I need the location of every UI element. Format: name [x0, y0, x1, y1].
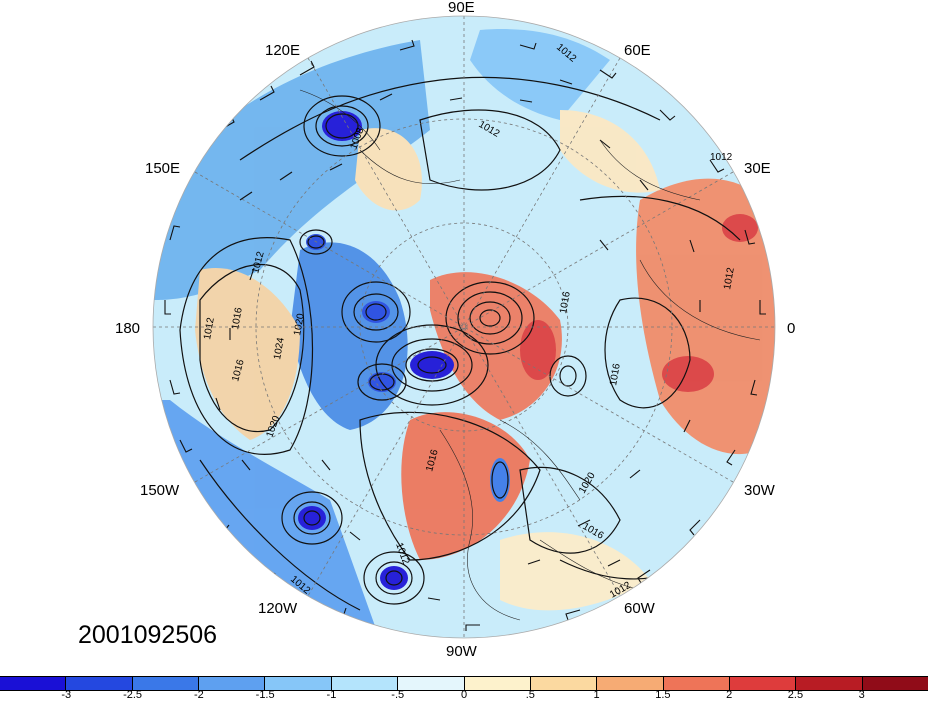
negative-anomaly-region [470, 29, 610, 120]
colorbar-segment [464, 677, 531, 690]
colorbar-tick-label: -1.5 [255, 689, 275, 701]
strong-low-center [322, 111, 362, 141]
colorbar-tick-label: 2.5 [787, 689, 804, 701]
longitude-label-180: 180 [115, 320, 141, 337]
colorbar-segment [796, 677, 863, 690]
colorbar-segment [663, 677, 730, 690]
negative-anomaly-region [153, 400, 380, 638]
colorbar-tick-label: -3 [61, 689, 72, 701]
positive-anomaly-region [355, 128, 422, 211]
positive-anomaly-region [500, 532, 650, 611]
contour-label: 1012 [202, 316, 217, 340]
colorbar-segment [331, 677, 399, 690]
colorbar-segment [729, 677, 797, 690]
colorbar-tick-label: .5 [525, 689, 535, 701]
colorbar-tick-label: 3 [858, 689, 865, 701]
longitude-label-30e: 30E [744, 160, 771, 177]
colorbar-tick-label: 1.5 [655, 689, 671, 701]
longitude-label-60w: 60W [624, 600, 655, 617]
colorbar-tick-label: 2 [726, 689, 733, 701]
colorbar [0, 676, 928, 691]
coastlines [299, 89, 761, 621]
colorbar-tick-label: -2 [193, 689, 204, 701]
colorbar-segment [265, 677, 332, 690]
strong-low-center [298, 506, 326, 530]
colorbar-segment [398, 677, 465, 690]
anomaly-shading [153, 29, 775, 638]
positive-anomaly-region [430, 272, 562, 420]
longitude-label-0: 0 [787, 320, 796, 337]
colorbar-tick-label: 0 [460, 689, 468, 701]
colorbar-segment [862, 677, 928, 690]
contour-label: 1016 [608, 362, 623, 386]
colorbar-tick-label: 1 [593, 689, 600, 701]
longitude-label-30w: 30W [744, 482, 775, 499]
strong-high-center [662, 356, 714, 392]
colorbar-segment [530, 677, 598, 690]
colorbar-segment [66, 677, 133, 690]
negative-anomaly-region [153, 40, 430, 300]
map-boundary [152, 15, 776, 639]
colorbar-segment [0, 677, 67, 690]
graticule [153, 16, 775, 638]
contour-label: 1016 [558, 290, 573, 314]
longitude-label-60e: 60E [624, 42, 651, 59]
longitude-label-150e: 150E [145, 160, 181, 177]
longitude-label-150w: 150W [140, 482, 180, 499]
longitude-label-120e: 120E [265, 42, 301, 59]
colorbar-segment [132, 677, 200, 690]
longitude-label-90e: 90E [448, 0, 475, 16]
strong-low-center [368, 372, 396, 392]
colorbar-tick-label: -2.5 [123, 689, 143, 701]
positive-anomaly-region [195, 268, 300, 440]
longitude-label-120w: 120W [258, 600, 298, 617]
datetime-stamp: 2001092506 [78, 621, 218, 649]
strong-low-center [490, 458, 510, 502]
colorbar-segment [199, 677, 266, 690]
contour-label: 1024 [272, 336, 287, 360]
colorbar-tick-label: -.5 [391, 689, 405, 701]
positive-anomaly-region [560, 110, 660, 193]
contour-label: 1020 [292, 312, 307, 336]
strong-low-center [410, 351, 454, 379]
contour-label: 1016 [230, 306, 245, 330]
strong-low-center [380, 566, 408, 590]
contour-label: 1012 [722, 266, 737, 290]
colorbar-segment [597, 677, 664, 690]
polar-stereographic-map: 1012 1012 1012 1008 1012 1016 1024 1020 … [152, 15, 776, 639]
contour-label: 1012 [710, 152, 733, 163]
wind-barbs [164, 39, 766, 631]
colorbar-tick-label: -1 [326, 689, 337, 701]
positive-anomaly-region [401, 412, 530, 560]
strong-high-center [722, 214, 758, 242]
longitude-label-90w: 90W [446, 643, 477, 660]
